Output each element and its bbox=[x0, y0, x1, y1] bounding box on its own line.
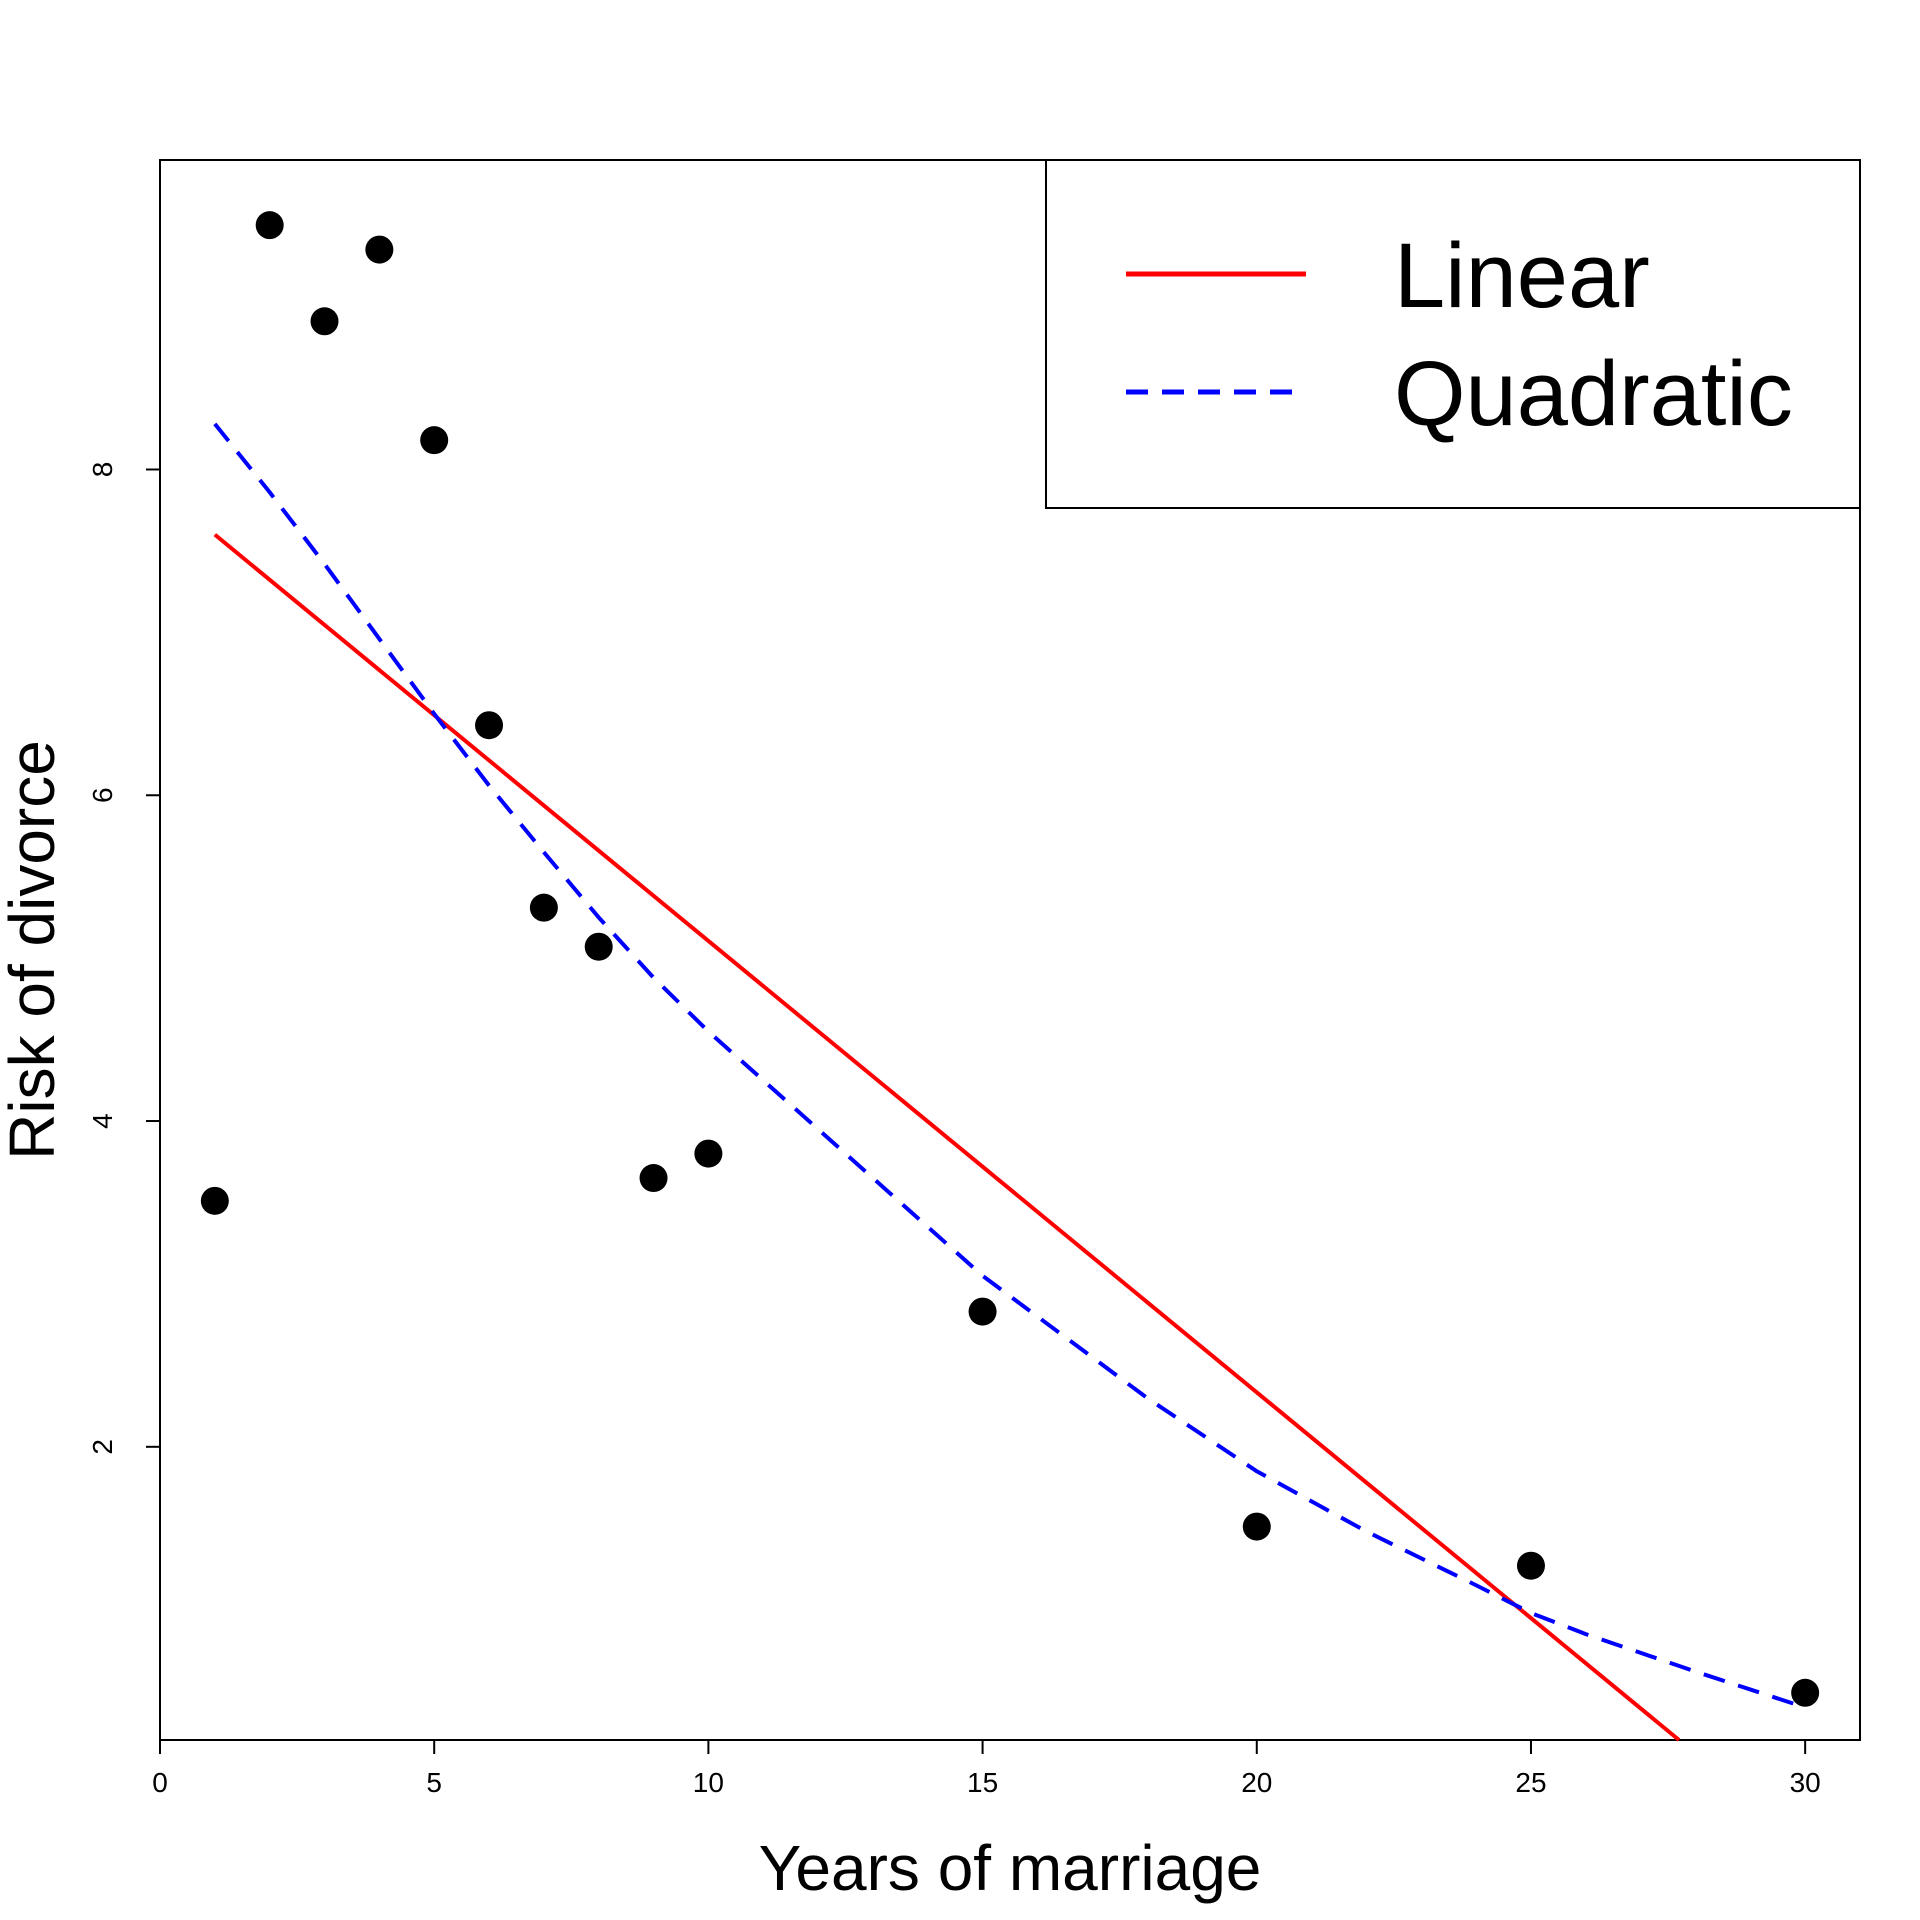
data-point bbox=[420, 426, 449, 455]
x-axis: 0 5 10 15 20 25 30 bbox=[152, 1739, 1821, 1798]
y-tick-label: 8 bbox=[87, 462, 118, 478]
y-axis-title: Risk of divorce bbox=[0, 740, 68, 1160]
x-tick-label: 0 bbox=[152, 1767, 168, 1798]
legend-box bbox=[1045, 159, 1861, 509]
x-tick-label: 10 bbox=[693, 1767, 724, 1798]
series-layer bbox=[213, 422, 1806, 1742]
data-point bbox=[694, 1139, 723, 1168]
data-point bbox=[475, 711, 504, 740]
series-line-linear bbox=[213, 533, 1681, 1742]
x-tick-label: 30 bbox=[1790, 1767, 1821, 1798]
series-line-quadratic bbox=[213, 422, 1806, 1710]
x-axis-title: Years of marriage bbox=[759, 1832, 1262, 1904]
data-point bbox=[968, 1297, 997, 1326]
y-axis: 2 4 6 8 bbox=[87, 462, 161, 1455]
y-tick-label: 4 bbox=[87, 1113, 118, 1129]
data-point bbox=[529, 893, 558, 922]
data-point bbox=[255, 211, 284, 240]
data-point bbox=[310, 307, 339, 336]
y-tick-label: 6 bbox=[87, 787, 118, 803]
x-tick-label: 20 bbox=[1241, 1767, 1272, 1798]
x-tick-label: 15 bbox=[967, 1767, 998, 1798]
x-tick-label: 25 bbox=[1515, 1767, 1546, 1798]
data-point bbox=[200, 1186, 229, 1215]
legend-label-linear: Linear bbox=[1394, 225, 1650, 327]
x-tick-label: 5 bbox=[426, 1767, 442, 1798]
legend-label-quadratic: Quadratic bbox=[1394, 343, 1793, 445]
data-point bbox=[1516, 1551, 1545, 1580]
data-point bbox=[639, 1164, 668, 1193]
data-point bbox=[584, 932, 613, 961]
legend: Linear Quadratic bbox=[1045, 159, 1861, 509]
data-point bbox=[1242, 1512, 1271, 1541]
data-point bbox=[1791, 1678, 1820, 1707]
y-tick-label: 2 bbox=[87, 1439, 118, 1455]
points-layer bbox=[200, 211, 1820, 1707]
data-point bbox=[365, 235, 394, 264]
